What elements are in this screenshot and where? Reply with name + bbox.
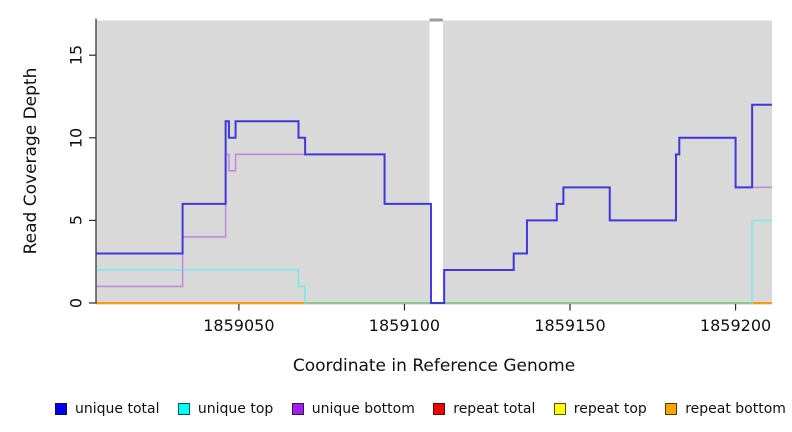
series-line-unique-total	[96, 103, 772, 304]
series-line-unique-top	[96, 219, 772, 304]
coverage-gap-top-bar	[429, 18, 443, 22]
legend-label: repeat top	[573, 401, 647, 417]
x-axis-title: Coordinate in Reference Genome	[292, 356, 576, 376]
legend: unique total unique top unique bottom repea…	[55, 398, 786, 420]
coverage-gap	[429, 19, 443, 303]
y-tick-label: 15	[66, 45, 86, 66]
legend-label: unique total	[75, 401, 160, 417]
legend-item-unique-total: unique total	[55, 398, 159, 420]
y-axis-title: Read Coverage Depth	[21, 67, 41, 255]
x-tick-label: 1859050	[203, 316, 275, 335]
legend-item-repeat-total: repeat total	[433, 398, 535, 420]
y-tick-label: 5	[66, 215, 86, 226]
legend-item-repeat-top: repeat top	[553, 398, 647, 420]
y-tick-label: 10	[66, 127, 86, 148]
y-tick-label: 0	[66, 297, 86, 309]
x-tick-label: 1859100	[368, 316, 441, 335]
legend-swatch-repeat-bottom-icon	[665, 403, 678, 415]
legend-label: repeat bottom	[685, 401, 786, 417]
legend-swatch-unique-total-icon	[55, 403, 67, 415]
legend-label: unique top	[197, 401, 274, 417]
legend-item-unique-top: unique top	[177, 398, 274, 420]
legend-swatch-repeat-top-icon	[553, 403, 566, 415]
legend-item-repeat-bottom: repeat bottom	[665, 398, 786, 420]
legend-swatch-unique-bottom-icon	[291, 403, 304, 415]
legend-swatch-unique-top-icon	[177, 403, 190, 415]
legend-swatch-repeat-total-icon	[433, 403, 446, 415]
legend-label: unique bottom	[311, 401, 415, 417]
legend-item-unique-bottom: unique bottom	[291, 398, 415, 420]
legend-label: repeat total	[453, 401, 536, 417]
x-tick-label: 1859200	[699, 316, 772, 335]
x-tick-label: 1859150	[534, 316, 606, 335]
